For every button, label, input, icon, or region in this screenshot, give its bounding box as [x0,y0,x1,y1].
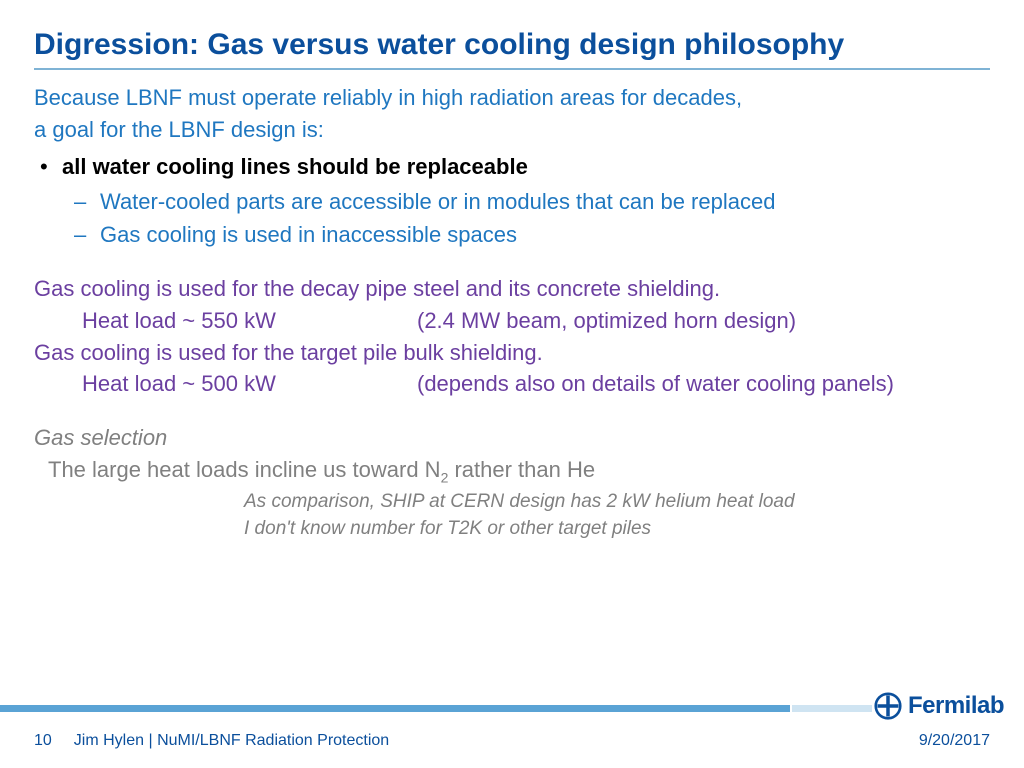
dash-list: Water-cooled parts are accessible or in … [62,185,990,251]
footer-date: 9/20/2017 [919,732,990,750]
purple-p2: Gas cooling is used for the target pile … [34,337,990,369]
title-underline [34,68,990,70]
gas-selection-heading: Gas selection [34,422,990,454]
page-number: 10 [34,732,52,750]
bullet-list: all water cooling lines should be replac… [34,150,990,251]
fermilab-logo-icon [874,692,902,720]
footer: 10 Jim Hylen | NuMI/LBNF Radiation Prote… [34,732,990,750]
comparison-note-2: I don't know number for T2K or other tar… [34,515,990,543]
heat-load-1: Heat load ~ 550 kW [82,305,417,337]
dash-item-1: Water-cooled parts are accessible or in … [62,185,990,218]
heat-load-2-note: (depends also on details of water coolin… [417,368,990,400]
intro-line-2: a goal for the LBNF design is: [34,114,990,146]
heat-load-2: Heat load ~ 500 kW [82,368,417,400]
purple-p1: Gas cooling is used for the decay pipe s… [34,273,990,305]
gas-selection-line: The large heat loads incline us toward N… [34,454,990,488]
fermilab-logo-text: Fermilab [908,692,1004,720]
footer-bar-light [792,705,872,712]
footer-bar [0,705,790,712]
intro-line-1: Because LBNF must operate reliably in hi… [34,82,990,114]
dash-item-2: Gas cooling is used in inaccessible spac… [62,218,990,251]
fermilab-logo: Fermilab [874,692,1004,720]
slide-title: Digression: Gas versus water cooling des… [34,28,990,62]
footer-author: Jim Hylen | NuMI/LBNF Radiation Protecti… [74,732,389,750]
comparison-note-1: As comparison, SHIP at CERN design has 2… [34,488,990,516]
bullet-main: all water cooling lines should be replac… [62,154,528,179]
heat-load-1-note: (2.4 MW beam, optimized horn design) [417,305,990,337]
